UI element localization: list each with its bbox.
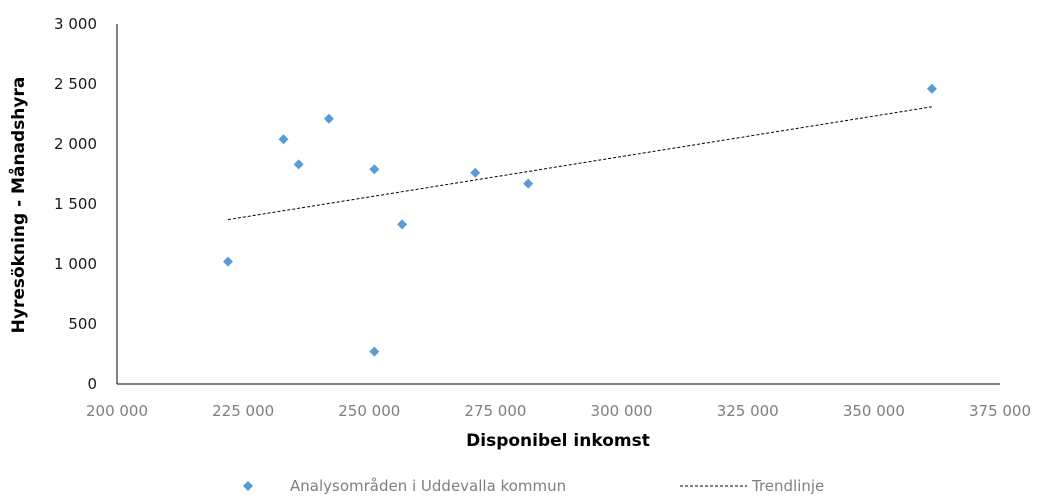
legend-label-trendline: Trendlinje	[751, 477, 824, 495]
y-tick-label: 1 500	[54, 195, 97, 213]
data-point	[369, 164, 380, 175]
y-tick-label: 500	[68, 315, 97, 333]
legend-marker-diamond	[243, 481, 253, 491]
data-point	[223, 256, 234, 267]
x-tick-label: 350 000	[843, 402, 905, 420]
trendline-group	[227, 106, 932, 221]
legend: Analysområden i Uddevalla kommun Trendli…	[243, 477, 824, 495]
y-tick-label: 3 000	[54, 15, 97, 33]
data-points	[223, 83, 937, 357]
x-axis-title: Disponibel inkomst	[466, 431, 650, 451]
data-point	[369, 346, 380, 357]
x-tick-label: 325 000	[717, 402, 779, 420]
x-tick-label: 200 000	[86, 402, 148, 420]
data-point	[926, 83, 937, 94]
x-tick-label: 275 000	[464, 402, 526, 420]
y-tick-label: 2 500	[54, 75, 97, 93]
x-tick-label: 300 000	[591, 402, 653, 420]
trendline	[227, 106, 932, 221]
y-tick-label: 1 000	[54, 255, 97, 273]
x-tick-label: 250 000	[338, 402, 400, 420]
data-point	[293, 159, 304, 170]
data-point	[523, 178, 534, 189]
data-point	[278, 134, 289, 145]
x-tick-label: 225 000	[212, 402, 274, 420]
y-tick-labels: 0 500 1 000 1 500 2 000 2 500 3 000	[54, 15, 97, 393]
x-tick-labels: 200 000 225 000 250 000 275 000 300 000 325 0…	[86, 402, 1031, 420]
data-point	[323, 113, 334, 124]
data-point	[397, 219, 408, 230]
data-point	[470, 167, 481, 178]
y-axis-title: Hyresökning - Månadshyra	[7, 77, 29, 334]
y-tick-label: 2 000	[54, 135, 97, 153]
y-tick-label: 0	[87, 375, 97, 393]
legend-label-scatter: Analysområden i Uddevalla kommun	[290, 477, 566, 495]
x-tick-label: 375 000	[969, 402, 1031, 420]
